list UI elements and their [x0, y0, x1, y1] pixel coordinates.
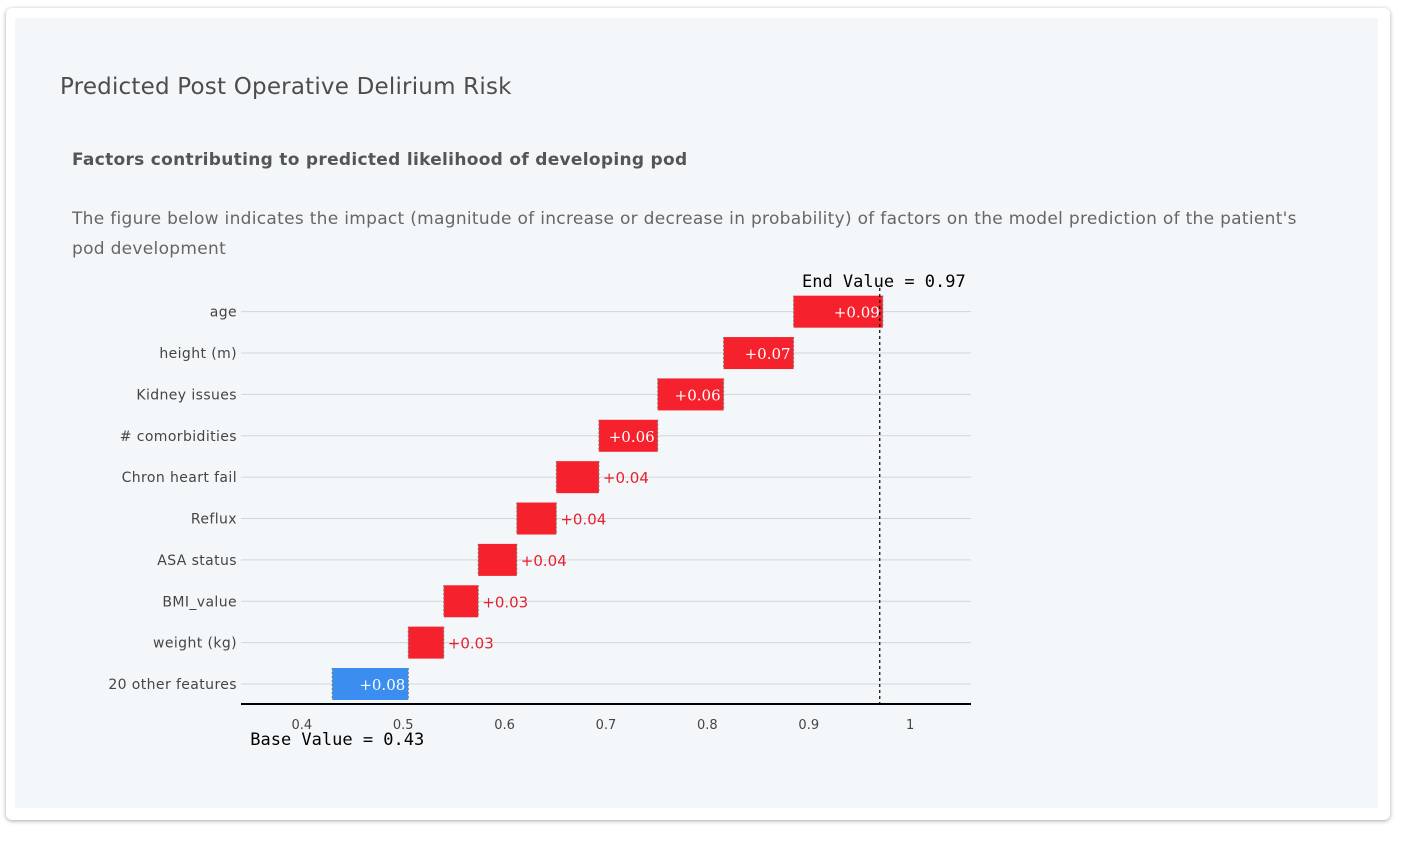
x-tick-label: 0.6 [494, 718, 515, 733]
x-tick-label: 0.8 [697, 718, 718, 733]
category-label: height (m) [159, 346, 237, 362]
waterfall-bar [556, 461, 599, 494]
base-value-annotation: Base Value = 0.43 [250, 730, 424, 750]
category-label: 20 other features [108, 677, 237, 693]
category-label: weight (kg) [153, 636, 237, 652]
bar-value-label: +0.09 [834, 304, 880, 322]
axis-layer: 20 other features weight (kg) BMI_value ASA… [108, 288, 971, 733]
waterfall-bar [793, 295, 883, 328]
bar-value-label: +0.06 [609, 428, 655, 446]
category-label: Reflux [191, 512, 237, 528]
waterfall-bar [598, 419, 658, 452]
bar-value-label: +0.03 [448, 635, 494, 653]
x-tick-label: 0.5 [393, 718, 414, 733]
category-label: # comorbidities [120, 429, 237, 445]
x-tick-label: 0.9 [798, 718, 819, 733]
waterfall-bar [516, 502, 557, 535]
bar-value-label: +0.04 [521, 552, 567, 570]
chart-description: The figure below indicates the impact (m… [72, 209, 1297, 259]
category-label: Kidney issues [136, 387, 237, 403]
category-label: ASA status [157, 553, 237, 569]
bar-value-label: +0.06 [675, 386, 721, 404]
waterfall-bar [443, 585, 479, 618]
waterfall-bar [408, 626, 444, 659]
page-title: Predicted Post Operative Delirium Risk [60, 74, 512, 100]
waterfall-bar [332, 668, 409, 700]
section-title: Factors contributing to predicted likeli… [72, 150, 688, 170]
category-label: age [210, 305, 237, 321]
bar-value-label: +0.07 [745, 345, 791, 363]
grid-layer [241, 311, 971, 685]
bar-value-label: +0.04 [560, 511, 606, 529]
bar-value-label: +0.03 [482, 593, 528, 611]
card: Predicted Post Operative Delirium Risk F… [6, 8, 1390, 820]
waterfall-bar [657, 378, 724, 411]
bar-value-label: +0.08 [359, 676, 405, 694]
category-label: BMI_value [162, 594, 237, 610]
waterfall-bar [478, 543, 517, 576]
x-tick-label: 0.7 [596, 718, 617, 733]
bar-value-label: +0.04 [603, 469, 649, 487]
bar-layer: +0.08 +0.03 +0.03 +0.04 +0.04 +0.04 +0.06 +0.06… [331, 295, 884, 700]
category-label: Chron heart fail [122, 470, 237, 486]
waterfall-bar [723, 337, 794, 370]
x-tick-label: 1 [906, 718, 914, 733]
content-panel: Predicted Post Operative Delirium Risk F… [15, 18, 1378, 808]
end-value-annotation: End Value = 0.97 [802, 272, 966, 292]
x-tick-label: 0.4 [291, 718, 312, 733]
